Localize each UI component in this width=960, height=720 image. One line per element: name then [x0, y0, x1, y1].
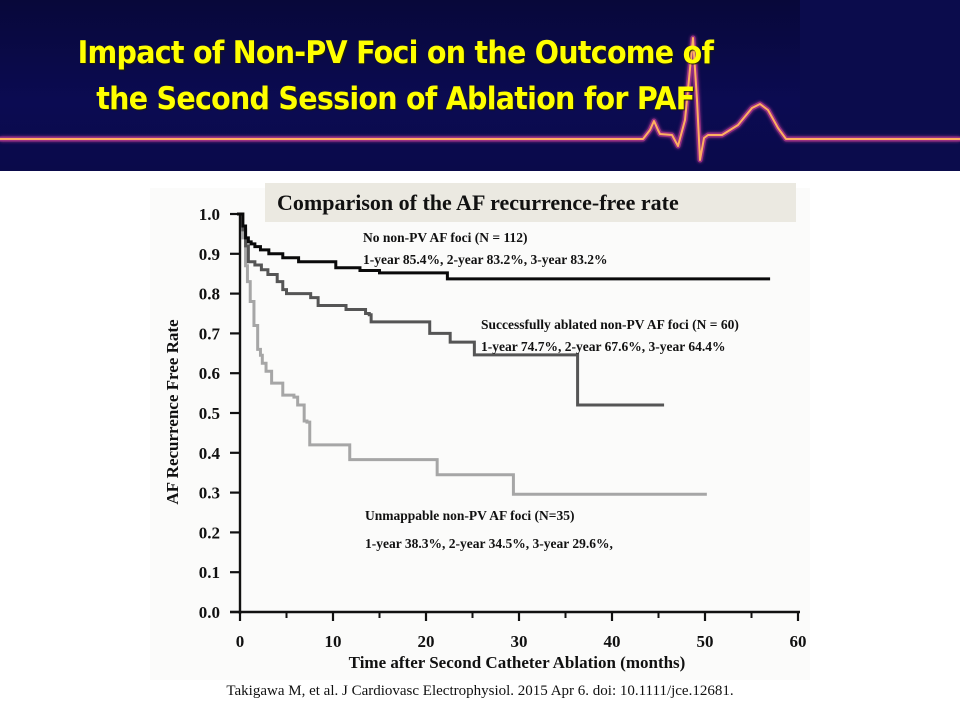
y-tick-label: 0.6 — [199, 364, 220, 383]
annotation-rates: 1-year 74.7%, 2-year 67.6%, 3-year 64.4% — [481, 339, 725, 354]
ecg-line — [0, 37, 960, 161]
y-tick-label: 0.1 — [199, 563, 220, 582]
y-tick-label: 0.9 — [199, 245, 220, 264]
slide-title-line-1: Impact of Non-PV Foci on the Outcome of — [77, 35, 714, 71]
slide-title: Impact of Non-PV Foci on the Outcome of … — [32, 30, 759, 122]
chart-title: Comparison of the AF recurrence-free rat… — [265, 183, 796, 222]
annotation-rates: 1-year 38.3%, 2-year 34.5%, 3-year 29.6%… — [365, 536, 613, 551]
annotation-unmappable: Unmappable non-PV AF foci (N=35) 1-year 3… — [365, 508, 613, 551]
header-right-panel — [800, 0, 960, 171]
citation: Takigawa M, et al. J Cardiovasc Electrop… — [226, 683, 734, 699]
slide-header: Impact of Non-PV Foci on the Outcome of … — [0, 0, 960, 171]
y-tick-label: 0.0 — [199, 603, 220, 622]
y-tick-label: 0.5 — [199, 404, 220, 423]
x-tick-label: 0 — [236, 632, 245, 651]
slide-title-line-2: the Second Session of Ablation for PAF — [96, 81, 695, 117]
series-unmappable — [237, 212, 707, 496]
ecg-waveform-icon — [0, 35, 960, 163]
chart-annotation-layer: No non-PV AF foci (N = 112) 1-year 85.4%,… — [363, 230, 739, 551]
chart-series-layer — [237, 212, 771, 496]
x-axis-label: Time after Second Catheter Ablation (mon… — [349, 653, 686, 672]
annotation-group-label: Successfully ablated non-PV AF foci (N =… — [481, 317, 739, 332]
series-no-non-pv-foci — [237, 212, 771, 281]
chart-axes: 0.0 0.1 0.2 0.3 0.4 0.5 0.6 0.7 0.8 0.9 1.0 0 10 20 30… — [199, 205, 807, 651]
annotation-group-label: Unmappable non-PV AF foci (N=35) — [365, 508, 574, 523]
y-tick-label: 0.4 — [199, 444, 221, 463]
annotation-group-label: No non-PV AF foci (N = 112) — [363, 230, 527, 245]
y-tick-label: 0.2 — [199, 523, 220, 542]
x-tick-label: 50 — [697, 632, 714, 651]
y-tick-label: 1.0 — [199, 205, 220, 224]
y-tick-label: 0.8 — [199, 285, 220, 304]
annotation-successfully-ablated: Successfully ablated non-PV AF foci (N =… — [481, 317, 739, 354]
x-tick-label: 40 — [604, 632, 621, 651]
x-tick-label: 20 — [418, 632, 435, 651]
annotation-rates: 1-year 85.4%, 2-year 83.2%, 3-year 83.2% — [363, 252, 607, 267]
y-tick-label: 0.7 — [199, 324, 221, 343]
series-successfully-ablated — [237, 212, 665, 407]
y-tick-label: 0.3 — [199, 484, 220, 503]
y-axis-label: AF Recurrence Free Rate — [163, 319, 182, 505]
x-tick-label: 30 — [511, 632, 528, 651]
x-tick-label: 10 — [325, 632, 342, 651]
x-tick-label: 60 — [790, 632, 807, 651]
annotation-no-non-pv: No non-PV AF foci (N = 112) 1-year 85.4%,… — [363, 230, 607, 267]
